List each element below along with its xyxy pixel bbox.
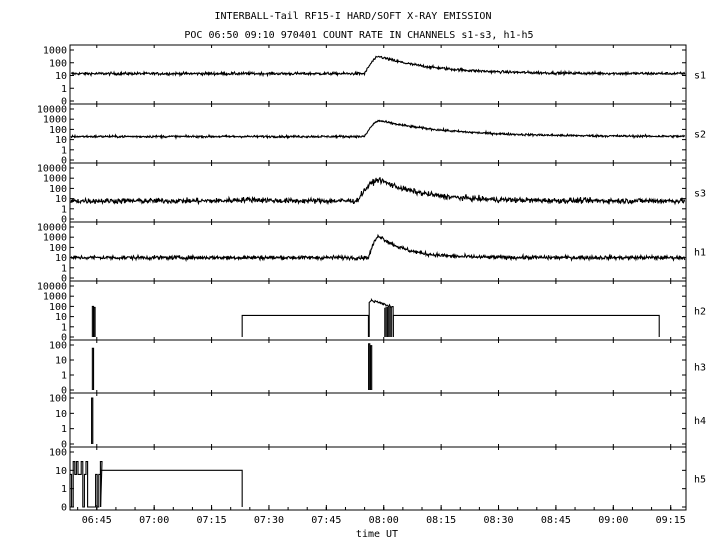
x-axis-ticks: 06:45 07:00 07:15 07:30 07:45 08:00 08:15 08:30… [77, 45, 686, 526]
y-tick-label: 1000 [43, 233, 67, 244]
x-tick-label: 07:30 [254, 515, 284, 526]
x-tick-label: 08:15 [426, 515, 456, 526]
x-tick-label: 07:45 [311, 515, 341, 526]
panel-frame-s3 [69, 162, 687, 223]
y-tick-label: 1 [61, 204, 67, 215]
segment-h3-spike [369, 345, 373, 390]
channel-label-h3: h3 [694, 363, 706, 374]
chart-subtitle: POC 06:50 09:10 970401 COUNT RATE IN CHA… [184, 30, 533, 41]
y-tick-label: 0 [61, 156, 67, 167]
segment-h2-step [241, 314, 369, 337]
trace-h1 [70, 233, 686, 263]
y-tick-label: 10 [55, 312, 67, 323]
panel-frame-h1 [69, 221, 687, 282]
channel-label-h4: h4 [694, 416, 706, 427]
channel-label-h1: h1 [694, 248, 706, 259]
y-tick-label: 10 [55, 135, 67, 146]
x-tick-label: 07:15 [197, 515, 227, 526]
x-tick-label: 08:45 [541, 515, 571, 526]
segment-h4-spike [91, 397, 94, 444]
y-tick-label: 10000 [37, 105, 67, 116]
y-tick-label: 0 [61, 440, 67, 451]
panel-frame-h3 [69, 339, 687, 394]
segment-h5-step [100, 469, 243, 507]
x-tick-label: 09:00 [598, 515, 628, 526]
segment-h2-spike [93, 306, 96, 337]
y-tick-label: 10 [55, 71, 67, 82]
segment-h2-flare [368, 297, 394, 338]
y-tick-label: 100 [49, 58, 67, 69]
panel-frame-s2 [69, 103, 687, 164]
y-tick-label: 10 [55, 409, 67, 420]
y-tick-label: 0 [61, 503, 67, 514]
segment-h5-burst [69, 461, 103, 508]
x-tick-label: 08:00 [369, 515, 399, 526]
y-tick-label: 100 [49, 394, 67, 405]
y-tick-label: 100 [49, 341, 67, 352]
channel-label-s1: s1 [694, 71, 706, 82]
x-axis-label: time UT [356, 529, 398, 540]
channel-label-s2: s2 [694, 130, 706, 141]
y-tick-label: 100 [49, 302, 67, 313]
y-tick-label: 1 [61, 424, 67, 435]
segment-h2-step [392, 314, 660, 337]
y-tick-label: 100 [49, 448, 67, 459]
y-tick-label: 100 [49, 184, 67, 195]
trace-s3 [70, 177, 686, 206]
x-tick-label: 08:30 [483, 515, 513, 526]
y-tick-label: 10 [55, 356, 67, 367]
y-tick-label: 1 [61, 84, 67, 95]
y-tick-label: 1 [61, 484, 67, 495]
y-tick-label: 0 [61, 274, 67, 285]
panel-group: 10001001010s11000010001001010s2100001000… [37, 44, 706, 514]
y-tick-label: 0 [61, 215, 67, 226]
chart-title: INTERBALL-Tail RF15-I HARD/SOFT X-RAY EM… [215, 11, 492, 22]
y-tick-label: 0 [61, 386, 67, 397]
panel-frame-h2 [69, 280, 687, 341]
y-tick-label: 1000 [43, 115, 67, 126]
y-tick-label: 100 [49, 125, 67, 136]
y-tick-label: 1 [61, 371, 67, 382]
y-tick-label: 10 [55, 194, 67, 205]
channel-label-s3: s3 [694, 189, 706, 200]
y-tick-label: 1 [61, 263, 67, 274]
trace-s2 [70, 119, 685, 140]
y-tick-label: 1000 [43, 292, 67, 303]
x-tick-label: 07:00 [139, 515, 169, 526]
segment-h3-spike [91, 347, 95, 390]
y-tick-label: 100 [49, 243, 67, 254]
x-tick-label: 06:45 [82, 515, 112, 526]
x-tick-label: 09:15 [656, 515, 686, 526]
y-tick-label: 0 [61, 97, 67, 108]
y-tick-label: 10000 [37, 282, 67, 293]
channel-label-h2: h2 [694, 307, 706, 318]
segment-h3-spike [368, 343, 371, 390]
y-tick-label: 1 [61, 145, 67, 156]
panel-frame-h5 [69, 446, 687, 511]
channel-label-h5: h5 [694, 475, 706, 486]
y-tick-label: 10 [55, 253, 67, 264]
trace-s1 [70, 55, 686, 78]
y-tick-label: 1 [61, 322, 67, 333]
y-tick-label: 10000 [37, 164, 67, 175]
y-tick-label: 0 [61, 333, 67, 344]
y-tick-label: 10 [55, 466, 67, 477]
y-tick-label: 1000 [43, 174, 67, 185]
y-tick-label: 1000 [43, 46, 67, 57]
y-tick-label: 10000 [37, 223, 67, 234]
panel-frame-h4 [69, 392, 687, 448]
